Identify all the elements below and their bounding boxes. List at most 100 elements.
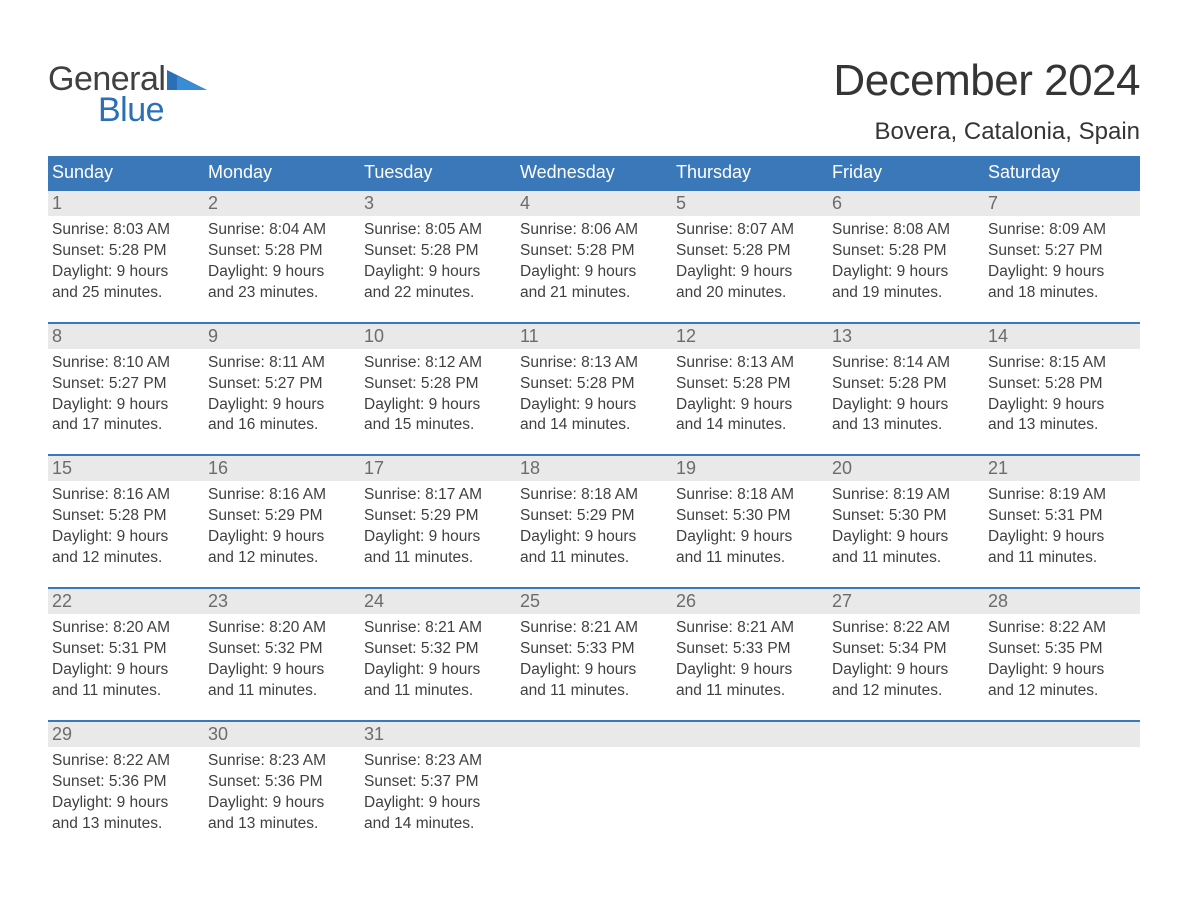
day-number: 31 — [360, 722, 516, 747]
day-details: Sunrise: 8:10 AMSunset: 5:27 PMDaylight:… — [48, 349, 204, 441]
day-d2: and 16 minutes. — [208, 415, 358, 436]
day-details: Sunrise: 8:07 AMSunset: 5:28 PMDaylight:… — [672, 216, 828, 308]
day-details: Sunrise: 8:22 AMSunset: 5:35 PMDaylight:… — [984, 614, 1140, 706]
day-d2: and 11 minutes. — [208, 681, 358, 702]
day-sunrise: Sunrise: 8:16 AM — [208, 485, 358, 506]
day-sunrise: Sunrise: 8:17 AM — [364, 485, 514, 506]
week-row: 1Sunrise: 8:03 AMSunset: 5:28 PMDaylight… — [48, 189, 1140, 308]
day-d2: and 11 minutes. — [676, 681, 826, 702]
day-details: Sunrise: 8:13 AMSunset: 5:28 PMDaylight:… — [672, 349, 828, 441]
day-sunrise: Sunrise: 8:13 AM — [520, 353, 670, 374]
day-details: Sunrise: 8:22 AMSunset: 5:36 PMDaylight:… — [48, 747, 204, 839]
day-d1: Daylight: 9 hours — [52, 262, 202, 283]
day-details: Sunrise: 8:16 AMSunset: 5:28 PMDaylight:… — [48, 481, 204, 573]
day-sunset: Sunset: 5:34 PM — [832, 639, 982, 660]
day-d1: Daylight: 9 hours — [832, 660, 982, 681]
day-cell: 8Sunrise: 8:10 AMSunset: 5:27 PMDaylight… — [48, 324, 204, 441]
day-sunset: Sunset: 5:28 PM — [832, 374, 982, 395]
day-d2: and 17 minutes. — [52, 415, 202, 436]
day-sunset: Sunset: 5:28 PM — [52, 241, 202, 262]
day-cell — [516, 722, 672, 839]
weekday-header: Wednesday — [516, 156, 672, 189]
day-sunset: Sunset: 5:28 PM — [364, 241, 514, 262]
day-details: Sunrise: 8:18 AMSunset: 5:30 PMDaylight:… — [672, 481, 828, 573]
day-sunset: Sunset: 5:28 PM — [208, 241, 358, 262]
day-number: 25 — [516, 589, 672, 614]
day-sunset: Sunset: 5:30 PM — [676, 506, 826, 527]
day-number — [828, 722, 984, 747]
weekday-header: Sunday — [48, 156, 204, 189]
day-cell: 10Sunrise: 8:12 AMSunset: 5:28 PMDayligh… — [360, 324, 516, 441]
day-sunset: Sunset: 5:31 PM — [988, 506, 1138, 527]
day-d1: Daylight: 9 hours — [832, 395, 982, 416]
day-sunset: Sunset: 5:28 PM — [520, 241, 670, 262]
day-sunrise: Sunrise: 8:22 AM — [988, 618, 1138, 639]
day-d1: Daylight: 9 hours — [52, 660, 202, 681]
day-d1: Daylight: 9 hours — [364, 395, 514, 416]
day-d2: and 11 minutes. — [832, 548, 982, 569]
day-details: Sunrise: 8:22 AMSunset: 5:34 PMDaylight:… — [828, 614, 984, 706]
day-sunrise: Sunrise: 8:13 AM — [676, 353, 826, 374]
day-d2: and 13 minutes. — [208, 814, 358, 835]
day-sunset: Sunset: 5:32 PM — [208, 639, 358, 660]
day-number: 9 — [204, 324, 360, 349]
day-number: 10 — [360, 324, 516, 349]
day-sunrise: Sunrise: 8:08 AM — [832, 220, 982, 241]
day-cell: 3Sunrise: 8:05 AMSunset: 5:28 PMDaylight… — [360, 191, 516, 308]
day-d1: Daylight: 9 hours — [52, 793, 202, 814]
day-cell: 30Sunrise: 8:23 AMSunset: 5:36 PMDayligh… — [204, 722, 360, 839]
day-number: 8 — [48, 324, 204, 349]
day-d1: Daylight: 9 hours — [208, 262, 358, 283]
day-sunset: Sunset: 5:29 PM — [208, 506, 358, 527]
day-d2: and 14 minutes. — [520, 415, 670, 436]
day-d1: Daylight: 9 hours — [988, 262, 1138, 283]
day-d1: Daylight: 9 hours — [208, 660, 358, 681]
day-sunset: Sunset: 5:37 PM — [364, 772, 514, 793]
day-cell — [828, 722, 984, 839]
day-cell: 1Sunrise: 8:03 AMSunset: 5:28 PMDaylight… — [48, 191, 204, 308]
day-details: Sunrise: 8:06 AMSunset: 5:28 PMDaylight:… — [516, 216, 672, 308]
day-d1: Daylight: 9 hours — [208, 527, 358, 548]
day-d1: Daylight: 9 hours — [988, 527, 1138, 548]
day-sunrise: Sunrise: 8:21 AM — [364, 618, 514, 639]
day-cell: 19Sunrise: 8:18 AMSunset: 5:30 PMDayligh… — [672, 456, 828, 573]
day-number: 26 — [672, 589, 828, 614]
day-cell: 14Sunrise: 8:15 AMSunset: 5:28 PMDayligh… — [984, 324, 1140, 441]
day-sunset: Sunset: 5:33 PM — [520, 639, 670, 660]
day-d1: Daylight: 9 hours — [520, 395, 670, 416]
day-details: Sunrise: 8:09 AMSunset: 5:27 PMDaylight:… — [984, 216, 1140, 308]
day-cell: 24Sunrise: 8:21 AMSunset: 5:32 PMDayligh… — [360, 589, 516, 706]
day-d1: Daylight: 9 hours — [364, 262, 514, 283]
day-cell: 15Sunrise: 8:16 AMSunset: 5:28 PMDayligh… — [48, 456, 204, 573]
day-number — [516, 722, 672, 747]
day-d1: Daylight: 9 hours — [988, 660, 1138, 681]
day-details: Sunrise: 8:23 AMSunset: 5:36 PMDaylight:… — [204, 747, 360, 839]
location: Bovera, Catalonia, Spain — [833, 118, 1140, 146]
day-cell: 21Sunrise: 8:19 AMSunset: 5:31 PMDayligh… — [984, 456, 1140, 573]
day-sunrise: Sunrise: 8:15 AM — [988, 353, 1138, 374]
day-number: 20 — [828, 456, 984, 481]
day-details: Sunrise: 8:16 AMSunset: 5:29 PMDaylight:… — [204, 481, 360, 573]
day-sunset: Sunset: 5:28 PM — [52, 506, 202, 527]
day-details: Sunrise: 8:17 AMSunset: 5:29 PMDaylight:… — [360, 481, 516, 573]
day-sunset: Sunset: 5:29 PM — [364, 506, 514, 527]
day-number: 13 — [828, 324, 984, 349]
weekday-header: Thursday — [672, 156, 828, 189]
calendar: Sunday Monday Tuesday Wednesday Thursday… — [48, 156, 1140, 838]
top-bar: General Blue December 2024 Bovera, Catal… — [48, 20, 1140, 146]
day-sunset: Sunset: 5:30 PM — [832, 506, 982, 527]
day-d2: and 11 minutes. — [520, 681, 670, 702]
day-cell: 7Sunrise: 8:09 AMSunset: 5:27 PMDaylight… — [984, 191, 1140, 308]
day-sunrise: Sunrise: 8:22 AM — [52, 751, 202, 772]
day-d2: and 13 minutes. — [52, 814, 202, 835]
day-sunset: Sunset: 5:27 PM — [52, 374, 202, 395]
month-title: December 2024 — [833, 56, 1140, 106]
day-sunset: Sunset: 5:28 PM — [676, 241, 826, 262]
day-sunrise: Sunrise: 8:23 AM — [208, 751, 358, 772]
day-sunset: Sunset: 5:28 PM — [988, 374, 1138, 395]
day-cell: 13Sunrise: 8:14 AMSunset: 5:28 PMDayligh… — [828, 324, 984, 441]
day-number: 18 — [516, 456, 672, 481]
day-number: 15 — [48, 456, 204, 481]
day-d2: and 12 minutes. — [988, 681, 1138, 702]
day-details: Sunrise: 8:12 AMSunset: 5:28 PMDaylight:… — [360, 349, 516, 441]
